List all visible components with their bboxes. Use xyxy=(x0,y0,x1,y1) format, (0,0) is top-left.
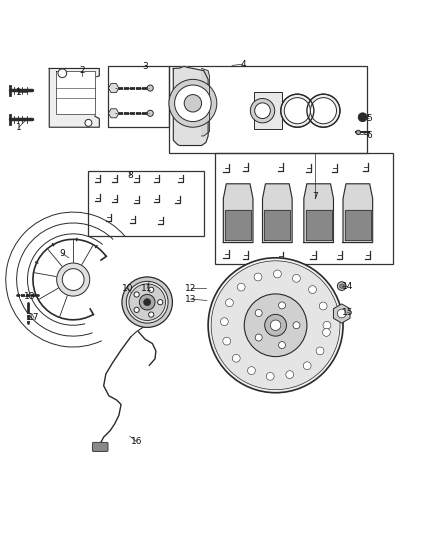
Text: 18: 18 xyxy=(24,293,35,302)
Text: 10: 10 xyxy=(122,284,133,293)
Bar xyxy=(215,154,393,264)
Text: 16: 16 xyxy=(131,437,142,446)
Circle shape xyxy=(286,371,293,378)
Polygon shape xyxy=(223,184,253,243)
Circle shape xyxy=(339,284,344,288)
Circle shape xyxy=(255,334,262,341)
Text: 8: 8 xyxy=(127,171,133,180)
Circle shape xyxy=(279,342,286,349)
Bar xyxy=(108,66,169,127)
Circle shape xyxy=(323,321,331,329)
Circle shape xyxy=(57,263,90,296)
Text: 17: 17 xyxy=(28,313,40,322)
Circle shape xyxy=(251,99,275,123)
Circle shape xyxy=(147,85,153,91)
Circle shape xyxy=(148,312,154,317)
Polygon shape xyxy=(201,68,209,136)
Circle shape xyxy=(322,328,330,336)
Circle shape xyxy=(85,119,92,126)
Text: 15: 15 xyxy=(342,308,353,317)
Circle shape xyxy=(309,286,316,294)
Circle shape xyxy=(265,314,286,336)
Circle shape xyxy=(226,299,233,306)
Text: 12: 12 xyxy=(185,284,196,293)
Circle shape xyxy=(175,85,211,122)
Text: 3: 3 xyxy=(142,62,148,71)
Circle shape xyxy=(144,298,151,305)
Polygon shape xyxy=(306,210,332,240)
Circle shape xyxy=(270,320,281,330)
Text: 5: 5 xyxy=(366,114,372,123)
Circle shape xyxy=(311,98,336,124)
Circle shape xyxy=(139,294,155,310)
Circle shape xyxy=(281,94,314,127)
Circle shape xyxy=(58,69,67,78)
Circle shape xyxy=(337,309,346,318)
Circle shape xyxy=(316,347,324,355)
Circle shape xyxy=(319,302,327,310)
Bar xyxy=(254,92,282,129)
Circle shape xyxy=(223,337,231,345)
Text: 13: 13 xyxy=(185,295,197,304)
Circle shape xyxy=(254,273,262,281)
Circle shape xyxy=(266,373,274,380)
Polygon shape xyxy=(343,184,373,243)
Circle shape xyxy=(129,284,166,320)
Circle shape xyxy=(244,294,307,357)
Bar xyxy=(169,66,367,154)
Polygon shape xyxy=(56,71,95,114)
Circle shape xyxy=(232,354,240,362)
Circle shape xyxy=(303,362,311,370)
Circle shape xyxy=(122,277,173,327)
Polygon shape xyxy=(225,210,251,240)
Circle shape xyxy=(237,283,245,291)
Polygon shape xyxy=(49,68,99,127)
Circle shape xyxy=(148,287,154,293)
Polygon shape xyxy=(173,66,208,146)
Text: 2: 2 xyxy=(79,66,85,75)
Text: 9: 9 xyxy=(60,249,65,258)
Circle shape xyxy=(273,270,281,278)
Circle shape xyxy=(293,322,300,329)
Text: 1: 1 xyxy=(16,88,21,97)
Bar xyxy=(88,171,204,236)
Circle shape xyxy=(134,307,139,312)
Circle shape xyxy=(247,367,255,375)
Circle shape xyxy=(126,281,168,323)
Circle shape xyxy=(158,300,163,305)
Circle shape xyxy=(356,130,360,135)
Polygon shape xyxy=(304,184,333,243)
Text: 7: 7 xyxy=(312,192,318,201)
Circle shape xyxy=(279,302,286,309)
Text: 11: 11 xyxy=(141,284,153,293)
Circle shape xyxy=(62,269,84,290)
Text: 14: 14 xyxy=(342,281,353,290)
Circle shape xyxy=(211,261,340,390)
Circle shape xyxy=(307,94,340,127)
Circle shape xyxy=(293,274,300,282)
Circle shape xyxy=(220,318,228,326)
Circle shape xyxy=(184,94,201,112)
Polygon shape xyxy=(262,184,292,243)
Circle shape xyxy=(284,98,311,124)
FancyBboxPatch shape xyxy=(92,442,108,451)
Circle shape xyxy=(254,103,270,118)
Circle shape xyxy=(208,258,343,393)
Text: 6: 6 xyxy=(366,132,372,140)
Circle shape xyxy=(337,282,346,290)
Polygon shape xyxy=(264,210,290,240)
Polygon shape xyxy=(345,210,371,240)
Circle shape xyxy=(255,310,262,317)
Text: 4: 4 xyxy=(240,60,246,69)
Circle shape xyxy=(147,110,153,116)
Circle shape xyxy=(169,79,217,127)
Circle shape xyxy=(134,292,139,297)
Circle shape xyxy=(358,113,367,122)
Text: 1: 1 xyxy=(16,123,21,132)
